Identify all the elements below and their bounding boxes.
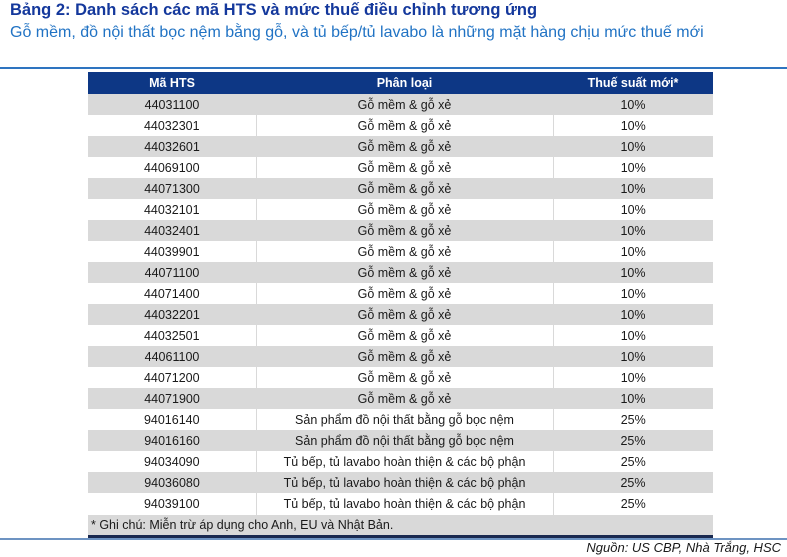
- table-header-row: Mã HTS Phân loại Thuế suất mới*: [88, 72, 713, 94]
- hts-tariff-table: Mã HTS Phân loại Thuế suất mới* 44031100…: [88, 72, 713, 535]
- tariff-rate-cell: 10%: [552, 241, 713, 262]
- table-row: 44069100 Gỗ mềm & gỗ xẻ 10%: [88, 157, 713, 178]
- classification-cell: Gỗ mềm & gỗ xẻ: [255, 367, 553, 388]
- table-row: 94036080 Tủ bếp, tủ lavabo hoàn thiện & c…: [88, 472, 713, 493]
- table-row: 94039100 Tủ bếp, tủ lavabo hoàn thiện & c…: [88, 493, 713, 515]
- tariff-rate-cell: 25%: [552, 409, 713, 430]
- hts-code-cell: 94039100: [88, 493, 256, 515]
- classification-cell: Gỗ mềm & gỗ xẻ: [255, 115, 553, 136]
- classification-cell: Gỗ mềm & gỗ xẻ: [255, 157, 553, 178]
- hts-code-cell: 44071300: [88, 178, 256, 199]
- bottom-divider-rule: [0, 538, 787, 540]
- table-row: 44032201 Gỗ mềm & gỗ xẻ 10%: [88, 304, 713, 325]
- classification-cell: Gỗ mềm & gỗ xẻ: [255, 199, 553, 220]
- hts-code-cell: 44031100: [88, 94, 256, 115]
- table-row: 44032301 Gỗ mềm & gỗ xẻ 10%: [88, 115, 713, 136]
- table-row: 44071400 Gỗ mềm & gỗ xẻ 10%: [88, 283, 713, 304]
- classification-cell: Tủ bếp, tủ lavabo hoàn thiện & các bộ ph…: [256, 472, 553, 493]
- hts-code-cell: 44069100: [88, 157, 256, 178]
- hts-code-cell: 44032101: [88, 199, 256, 220]
- tariff-rate-cell: 10%: [552, 325, 713, 346]
- hts-code-cell: 44039901: [88, 241, 256, 262]
- hts-code-cell: 94034090: [88, 451, 256, 472]
- classification-cell: Gỗ mềm & gỗ xẻ: [255, 325, 553, 346]
- tariff-rate-cell: 10%: [552, 157, 713, 178]
- classification-cell: Sản phẩm đồ nội thất bằng gỗ bọc nệm: [255, 409, 553, 430]
- classification-cell: Gỗ mềm & gỗ xẻ: [256, 346, 553, 367]
- tariff-rate-cell: 25%: [553, 472, 713, 493]
- classification-cell: Gỗ mềm & gỗ xẻ: [256, 178, 553, 199]
- hts-code-cell: 44032301: [88, 115, 256, 136]
- hts-code-cell: 44032601: [88, 136, 256, 157]
- table-footnote-row: * Ghi chú: Miễn trừ áp dụng cho Anh, EU …: [88, 514, 713, 535]
- hts-code-cell: 94036080: [88, 472, 256, 493]
- tariff-rate-cell: 10%: [553, 304, 713, 325]
- top-divider-rule: [0, 67, 787, 69]
- classification-cell: Gỗ mềm & gỗ xẻ: [255, 241, 553, 262]
- hts-code-cell: 44071900: [88, 388, 256, 409]
- table-body: 44031100 Gỗ mềm & gỗ xẻ 10% 44032301 Gỗ mềm …: [88, 94, 713, 515]
- table-row: 44071900 Gỗ mềm & gỗ xẻ 10%: [88, 388, 713, 409]
- tariff-rate-cell: 10%: [553, 346, 713, 367]
- classification-cell: Gỗ mềm & gỗ xẻ: [255, 283, 553, 304]
- hts-code-cell: 44032401: [88, 220, 256, 241]
- hts-code-cell: 44071400: [88, 283, 256, 304]
- tariff-rate-cell: 10%: [553, 220, 713, 241]
- tariff-rate-cell: 10%: [553, 388, 713, 409]
- classification-cell: Gỗ mềm & gỗ xẻ: [256, 136, 553, 157]
- table-row: 44071100 Gỗ mềm & gỗ xẻ 10%: [88, 262, 713, 283]
- table-row: 44061100 Gỗ mềm & gỗ xẻ 10%: [88, 346, 713, 367]
- table-row: 44071200 Gỗ mềm & gỗ xẻ 10%: [88, 367, 713, 388]
- hts-code-cell: 94016140: [88, 409, 256, 430]
- table-row: 44032101 Gỗ mềm & gỗ xẻ 10%: [88, 199, 713, 220]
- tariff-rate-cell: 10%: [553, 94, 713, 115]
- table-footnote: * Ghi chú: Miễn trừ áp dụng cho Anh, EU …: [88, 514, 713, 535]
- table-subtitle: Gỗ mềm, đồ nội thất bọc nệm bằng gỗ, và …: [10, 24, 704, 41]
- classification-cell: Gỗ mềm & gỗ xẻ: [256, 94, 553, 115]
- classification-cell: Sản phẩm đồ nội thất bằng gỗ bọc nệm: [256, 430, 553, 451]
- tariff-rate-cell: 10%: [552, 367, 713, 388]
- column-header-classification: Phân loại: [256, 72, 553, 94]
- tariff-rate-cell: 10%: [553, 262, 713, 283]
- table-row: 44032401 Gỗ mềm & gỗ xẻ 10%: [88, 220, 713, 241]
- tariff-rate-cell: 10%: [552, 199, 713, 220]
- tariff-rate-cell: 25%: [552, 451, 713, 472]
- column-header-new-tariff: Thuế suất mới*: [553, 72, 713, 94]
- classification-cell: Gỗ mềm & gỗ xẻ: [256, 304, 553, 325]
- hts-code-cell: 44032501: [88, 325, 256, 346]
- table-row: 44032601 Gỗ mềm & gỗ xẻ 10%: [88, 136, 713, 157]
- hts-code-cell: 44032201: [88, 304, 256, 325]
- classification-cell: Tủ bếp, tủ lavabo hoàn thiện & các bộ ph…: [255, 451, 553, 472]
- hts-table-container: Mã HTS Phân loại Thuế suất mới* 44031100…: [88, 72, 713, 538]
- table-row: 94034090 Tủ bếp, tủ lavabo hoàn thiện & c…: [88, 451, 713, 472]
- table-row: 44031100 Gỗ mềm & gỗ xẻ 10%: [88, 94, 713, 115]
- hts-code-cell: 44061100: [88, 346, 256, 367]
- classification-cell: Gỗ mềm & gỗ xẻ: [256, 388, 553, 409]
- hts-code-cell: 94016160: [88, 430, 256, 451]
- tariff-rate-cell: 10%: [552, 115, 713, 136]
- hts-code-cell: 44071200: [88, 367, 256, 388]
- column-header-hts-code: Mã HTS: [88, 72, 256, 94]
- classification-cell: Gỗ mềm & gỗ xẻ: [256, 262, 553, 283]
- tariff-rate-cell: 25%: [552, 493, 713, 515]
- tariff-rate-cell: 10%: [552, 283, 713, 304]
- classification-cell: Gỗ mềm & gỗ xẻ: [256, 220, 553, 241]
- hts-code-cell: 44071100: [88, 262, 256, 283]
- table-row: 44032501 Gỗ mềm & gỗ xẻ 10%: [88, 325, 713, 346]
- table-row: 44071300 Gỗ mềm & gỗ xẻ 10%: [88, 178, 713, 199]
- tariff-rate-cell: 25%: [553, 430, 713, 451]
- table-row: 44039901 Gỗ mềm & gỗ xẻ 10%: [88, 241, 713, 262]
- classification-cell: Tủ bếp, tủ lavabo hoàn thiện & các bộ ph…: [255, 493, 553, 515]
- source-attribution: Nguồn: US CBP, Nhà Trắng, HSC: [586, 540, 781, 555]
- tariff-rate-cell: 10%: [553, 136, 713, 157]
- table-title: Bảng 2: Danh sách các mã HTS và mức thuế…: [10, 1, 538, 19]
- tariff-rate-cell: 10%: [553, 178, 713, 199]
- table-row: 94016140 Sản phẩm đồ nội thất bằng gỗ bọc…: [88, 409, 713, 430]
- table-row: 94016160 Sản phẩm đồ nội thất bằng gỗ bọc…: [88, 430, 713, 451]
